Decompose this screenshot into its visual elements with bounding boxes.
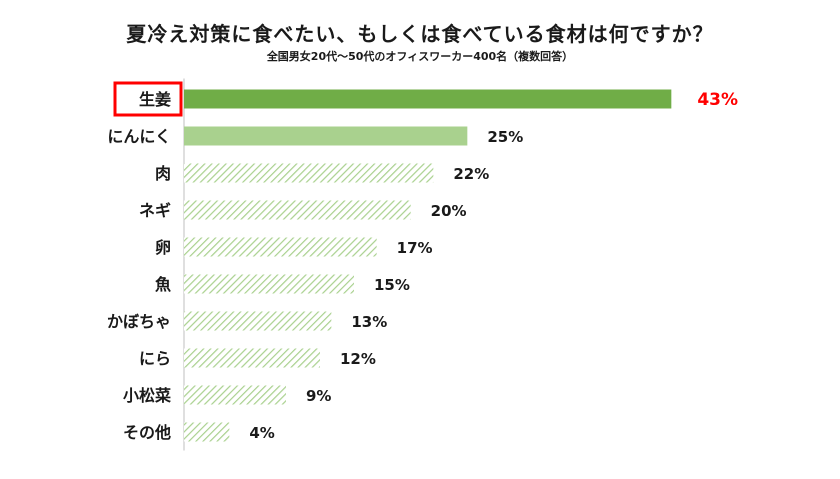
category-label-0: 生姜 (139, 90, 171, 109)
value-label-5: 15% (374, 276, 410, 294)
category-label-9: その他 (123, 423, 171, 442)
value-label-3: 20% (431, 202, 467, 220)
category-label-3: ネギ (139, 201, 171, 220)
category-label-7: にら (139, 349, 171, 368)
value-label-4: 17% (397, 239, 433, 257)
highlight-box (113, 81, 183, 117)
category-label-6: かぼちゃ (107, 312, 171, 331)
chart-title: 夏冷え対策に食べたい、もしくは食べている食材は何ですか？ (126, 22, 714, 46)
bar-1 (184, 126, 468, 146)
bar-3 (184, 200, 411, 220)
category-label-4: 卵 (155, 238, 171, 257)
bar-8 (184, 385, 286, 405)
value-label-8: 9% (306, 387, 331, 405)
bar-7 (184, 348, 320, 368)
bar-6 (184, 311, 332, 331)
chart-subtitle: 全国男女20代～50代のオフィスワーカー400名（複数回答） (266, 50, 574, 63)
category-label-2: 肉 (155, 164, 171, 183)
category-label-8: 小松菜 (123, 386, 171, 405)
value-label-6: 13% (351, 313, 387, 331)
value-label-2: 22% (453, 165, 489, 183)
bar-4 (184, 237, 377, 257)
category-label-1: にんにく (107, 127, 171, 146)
bar-0 (184, 89, 672, 109)
bar-2 (184, 163, 434, 183)
bar-9 (184, 422, 230, 442)
category-label-5: 魚 (155, 275, 171, 294)
value-label-1: 25% (487, 128, 523, 146)
value-label-0: 43% (697, 90, 738, 110)
value-label-9: 4% (249, 424, 274, 442)
bar-5 (184, 274, 354, 294)
value-label-7: 12% (340, 350, 376, 368)
